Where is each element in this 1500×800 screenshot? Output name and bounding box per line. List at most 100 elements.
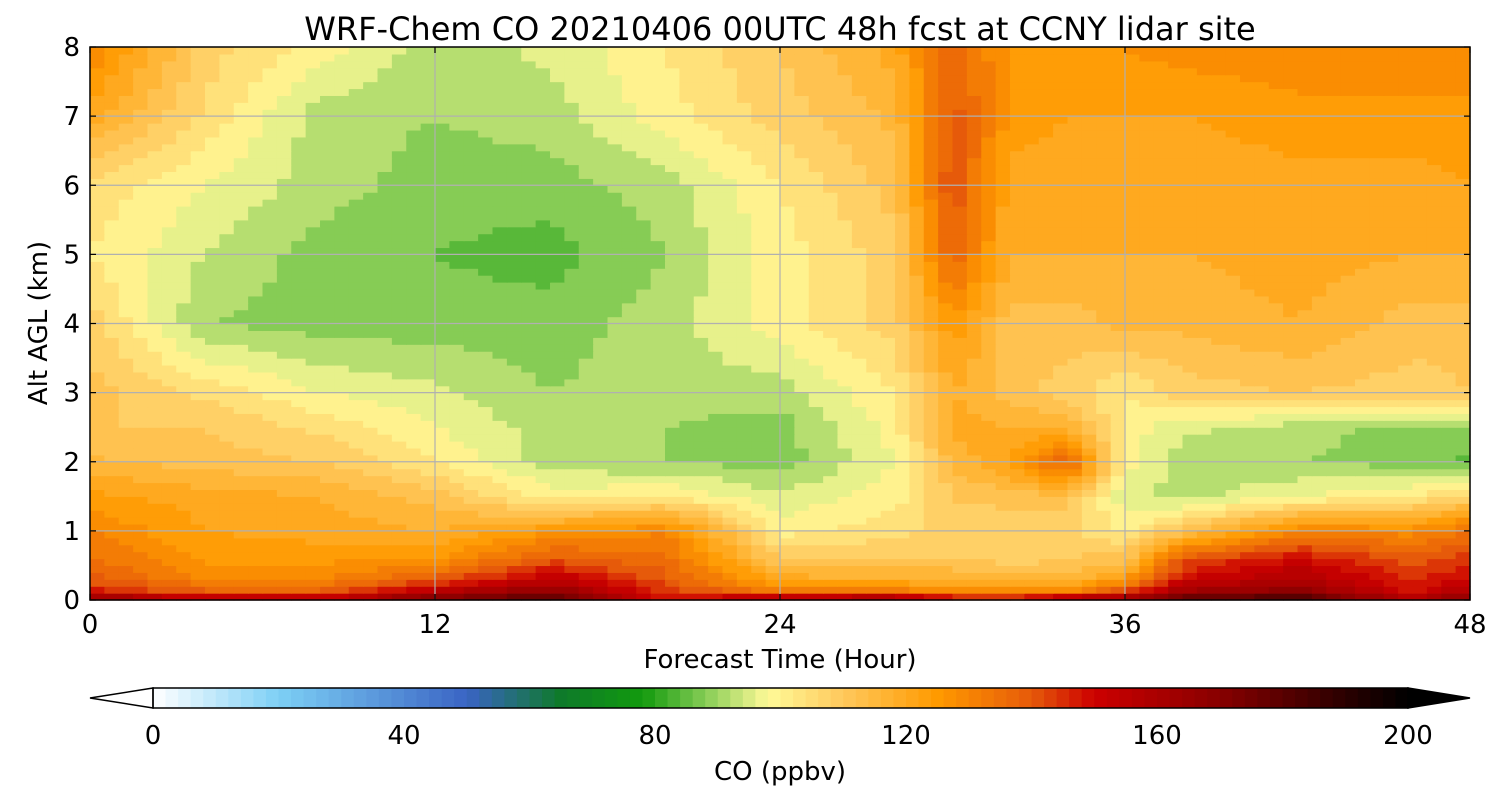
heatmap-cell bbox=[823, 558, 839, 567]
heatmap-cell bbox=[736, 261, 752, 269]
heatmap-cell bbox=[233, 330, 249, 338]
heatmap-cell bbox=[1369, 351, 1385, 359]
heatmap-cell bbox=[1441, 302, 1457, 311]
heatmap-cell bbox=[665, 427, 680, 435]
heatmap-cell bbox=[880, 240, 896, 249]
heatmap-cell bbox=[1196, 510, 1212, 518]
heatmap-cell bbox=[938, 392, 954, 401]
heatmap-cell bbox=[1383, 434, 1399, 442]
heatmap-cell bbox=[1326, 586, 1342, 594]
heatmap-cell bbox=[521, 316, 537, 325]
heatmap-cell bbox=[205, 351, 220, 359]
heatmap-cell bbox=[1010, 420, 1025, 428]
heatmap-cell bbox=[665, 261, 680, 269]
heatmap-cell bbox=[823, 247, 839, 255]
heatmap-cell bbox=[463, 565, 479, 573]
heatmap-cell bbox=[895, 392, 910, 401]
heatmap-cell bbox=[895, 364, 910, 373]
heatmap-cell bbox=[1383, 247, 1399, 255]
heatmap-cell bbox=[406, 496, 422, 504]
heatmap-cell bbox=[291, 275, 307, 283]
heatmap-cell bbox=[133, 295, 149, 304]
heatmap-cell bbox=[593, 517, 609, 525]
heatmap-cell bbox=[1383, 240, 1399, 249]
heatmap-cell bbox=[966, 434, 982, 442]
heatmap-cell bbox=[276, 316, 292, 325]
heatmap-cell bbox=[1096, 247, 1112, 255]
heatmap-cell bbox=[478, 275, 494, 283]
heatmap-cell bbox=[305, 489, 321, 497]
heatmap-cell bbox=[435, 420, 450, 428]
heatmap-cell bbox=[665, 489, 680, 497]
heatmap-cell bbox=[1096, 351, 1112, 359]
heatmap-cell bbox=[478, 420, 494, 428]
heatmap-cell bbox=[1412, 364, 1428, 373]
heatmap-cell bbox=[161, 544, 177, 553]
heatmap-cell bbox=[1426, 247, 1442, 255]
heatmap-cell bbox=[219, 503, 235, 511]
heatmap-cell bbox=[722, 316, 738, 325]
heatmap-cell bbox=[1024, 544, 1040, 553]
heatmap-cell bbox=[133, 399, 149, 408]
heatmap-cell bbox=[1398, 579, 1414, 587]
heatmap-cell bbox=[578, 330, 594, 338]
heatmap-cell bbox=[650, 572, 666, 580]
heatmap-cell bbox=[593, 406, 609, 414]
heatmap-cell bbox=[1455, 427, 1471, 435]
heatmap-cell bbox=[923, 275, 939, 283]
heatmap-cell bbox=[377, 392, 393, 401]
heatmap-cell bbox=[808, 503, 824, 511]
heatmap-cell bbox=[880, 544, 896, 553]
heatmap-cell bbox=[966, 530, 982, 539]
heatmap-cell bbox=[363, 316, 379, 325]
heatmap-cell bbox=[981, 330, 997, 338]
heatmap-cell bbox=[1240, 517, 1255, 525]
heatmap-cell bbox=[320, 323, 335, 332]
heatmap-cell bbox=[794, 565, 810, 573]
heatmap-cell bbox=[1125, 537, 1140, 546]
heatmap-cell bbox=[406, 523, 422, 532]
heatmap-cell bbox=[837, 530, 853, 539]
heatmap-cell bbox=[118, 558, 134, 567]
heatmap-cell bbox=[794, 268, 810, 276]
heatmap-cell bbox=[1096, 496, 1112, 504]
heatmap-cell bbox=[895, 385, 910, 394]
heatmap-cell bbox=[1110, 461, 1126, 470]
heatmap-cell bbox=[995, 489, 1011, 497]
heatmap-cell bbox=[248, 247, 264, 255]
heatmap-cell bbox=[219, 558, 235, 567]
heatmap-cell bbox=[1010, 406, 1025, 414]
heatmap-cell bbox=[219, 364, 235, 373]
heatmap-cell bbox=[808, 282, 824, 290]
heatmap-cell bbox=[1283, 282, 1299, 290]
heatmap-cell bbox=[449, 482, 465, 490]
heatmap-cell bbox=[780, 496, 795, 504]
heatmap-cell bbox=[1081, 282, 1097, 290]
heatmap-cell bbox=[1010, 482, 1025, 490]
heatmap-cell bbox=[1268, 530, 1284, 539]
heatmap-cell bbox=[1182, 385, 1198, 394]
heatmap-cell bbox=[492, 385, 508, 394]
heatmap-cell bbox=[995, 316, 1011, 325]
heatmap-cell bbox=[550, 510, 565, 518]
heatmap-cell bbox=[1096, 475, 1112, 484]
heatmap-cell bbox=[1081, 510, 1097, 518]
heatmap-cell bbox=[1268, 593, 1284, 601]
heatmap-cell bbox=[147, 268, 163, 276]
heatmap-cell bbox=[693, 295, 709, 304]
heatmap-cell bbox=[693, 323, 709, 332]
heatmap-cell bbox=[1426, 364, 1442, 373]
heatmap-cell bbox=[909, 288, 925, 297]
heatmap-cell bbox=[823, 337, 839, 345]
heatmap-cell bbox=[521, 268, 537, 276]
heatmap-cell bbox=[1081, 302, 1097, 311]
heatmap-cell bbox=[981, 351, 997, 359]
heatmap-cell bbox=[909, 496, 925, 504]
heatmap-cell bbox=[1455, 475, 1471, 484]
heatmap-cell bbox=[1311, 468, 1327, 477]
heatmap-cell bbox=[1168, 572, 1184, 580]
heatmap-cell bbox=[1168, 288, 1184, 297]
heatmap-cell bbox=[621, 240, 637, 249]
heatmap-cell bbox=[1455, 510, 1471, 518]
heatmap-cell bbox=[233, 247, 249, 255]
